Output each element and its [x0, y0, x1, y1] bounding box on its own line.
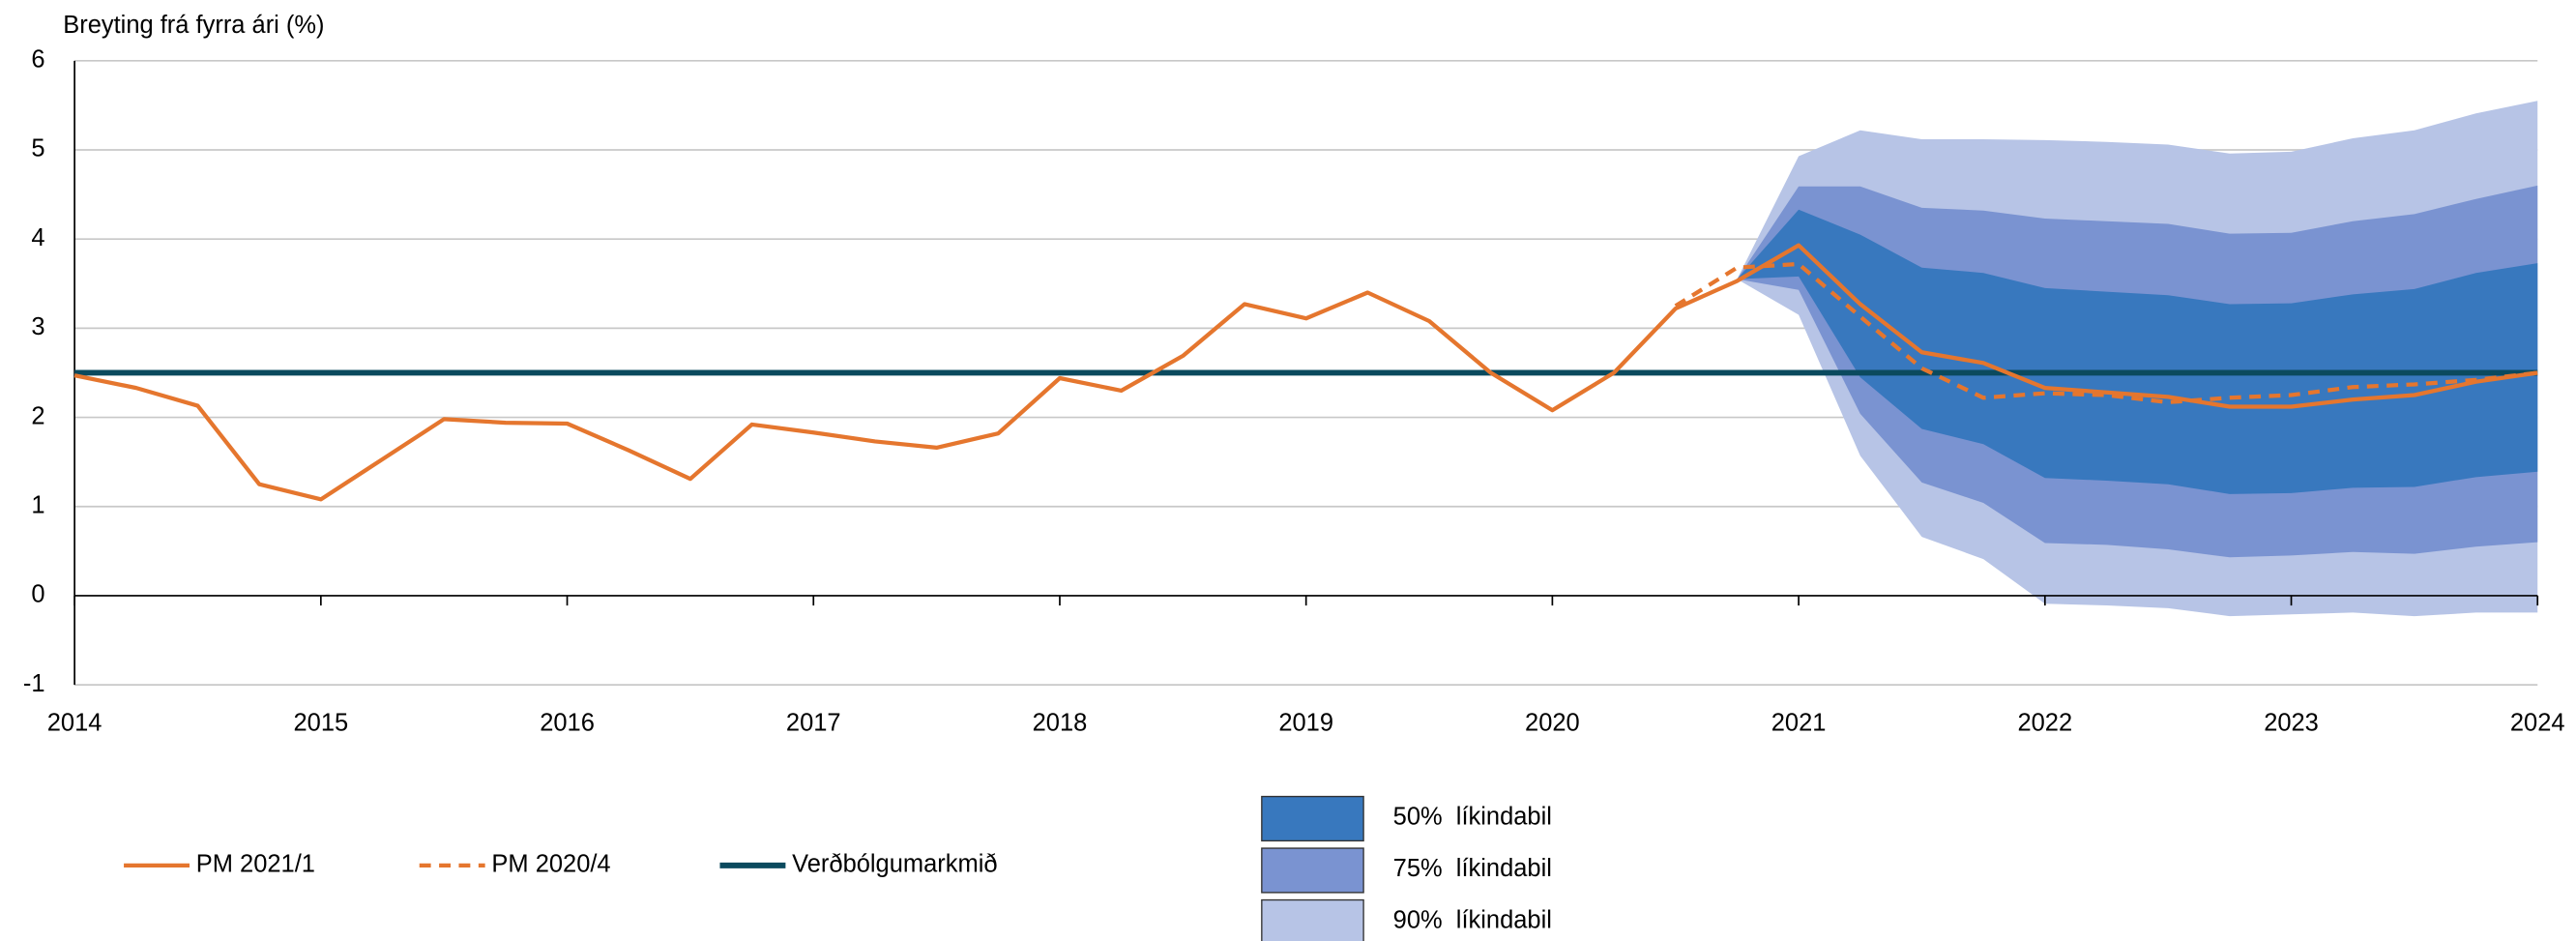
- legend-swatch: [1261, 898, 1364, 941]
- legend-label: PM 2021/1: [196, 851, 315, 878]
- y-axis-label: Breyting frá fyrra ári (%): [63, 12, 324, 39]
- x-tick-label: 2019: [1278, 710, 1333, 737]
- x-tick-label: 2014: [47, 710, 102, 737]
- legend-label: 90% líkindabil: [1393, 906, 1552, 933]
- x-tick-label: 2018: [1033, 710, 1088, 737]
- fan-band: [1737, 209, 2538, 494]
- x-tick-label: 2015: [293, 710, 348, 737]
- legend-label: Verðbólgumarkmið: [792, 851, 997, 878]
- x-tick-label: 2016: [540, 710, 595, 737]
- x-tick-label: 2017: [786, 710, 841, 737]
- x-tick-label: 2020: [1525, 710, 1580, 737]
- legend-swatch: [1261, 795, 1364, 842]
- series-line: [1674, 261, 2538, 405]
- y-tick-label: 5: [31, 135, 44, 162]
- y-tick-label: 1: [31, 491, 44, 518]
- y-tick-label: 6: [31, 46, 44, 74]
- series-line: [73, 243, 2538, 502]
- y-tick-label: -1: [23, 670, 45, 697]
- y-tick-label: 4: [31, 224, 44, 251]
- legend-label: 75% líkindabil: [1393, 855, 1552, 882]
- x-tick-label: 2023: [2264, 710, 2319, 737]
- y-tick-label: 3: [31, 313, 44, 340]
- y-tick-label: 0: [31, 581, 44, 608]
- legend-swatch: [1261, 847, 1364, 894]
- x-tick-label: 2022: [2017, 710, 2072, 737]
- y-tick-label: 2: [31, 402, 44, 429]
- x-tick-label: 2021: [1771, 710, 1827, 737]
- x-tick-label: 2024: [2510, 710, 2565, 737]
- legend-label: PM 2020/4: [491, 851, 610, 878]
- legend-label: 50% líkindabil: [1393, 803, 1552, 830]
